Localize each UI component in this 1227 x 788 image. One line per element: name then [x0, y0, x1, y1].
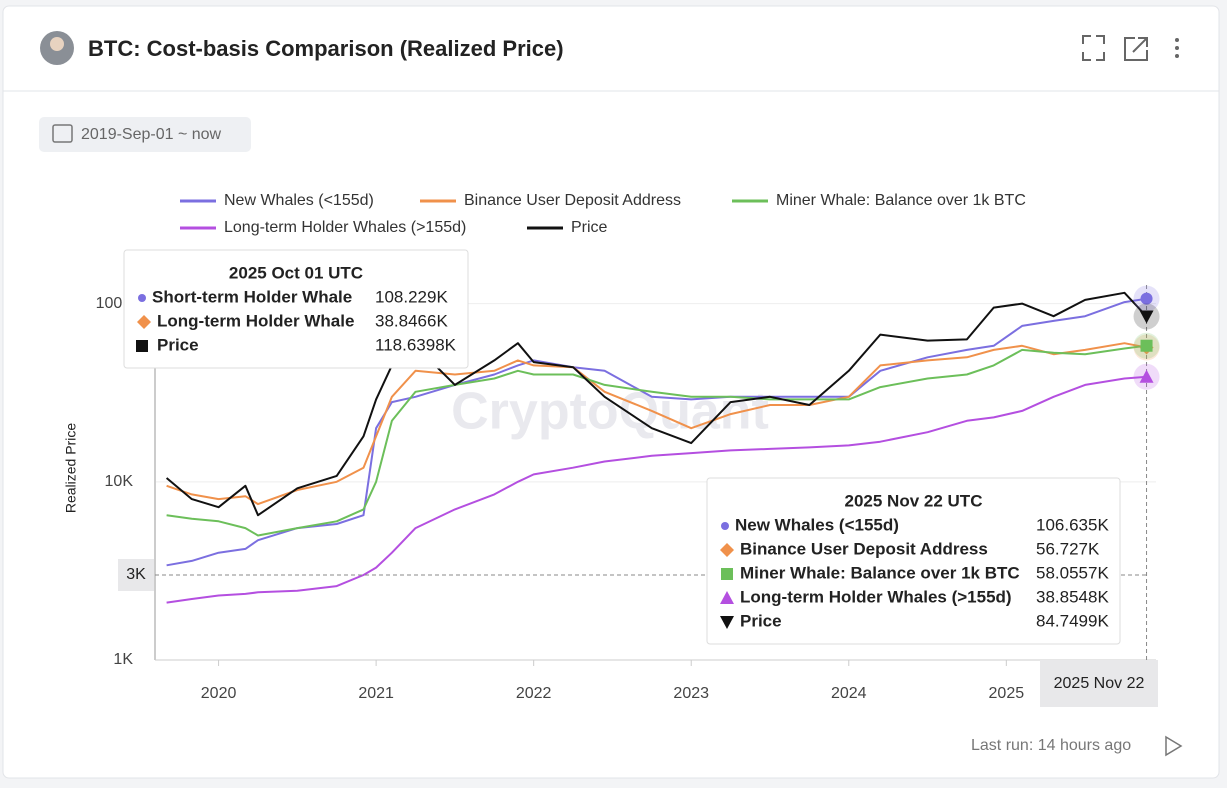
x-tick-label: 2025 [989, 685, 1025, 702]
x-tick-label: 2020 [201, 685, 237, 702]
title: BTC: Cost-basis Comparison (Realized Pri… [88, 36, 564, 61]
y-tick-label: 10K [105, 473, 134, 490]
header-icons[interactable] [1082, 35, 1148, 61]
tooltip-marker [720, 543, 734, 557]
tooltip-title: 2025 Oct 01 UTC [229, 263, 363, 282]
series-line [166, 375, 1147, 604]
tooltip-box [706, 477, 1121, 645]
crosshair-y-label: 3K [126, 566, 146, 583]
x-tick-label: 2024 [831, 685, 867, 702]
tooltip-name: New Whales (<155d) [735, 515, 899, 534]
watermark: CryptoQuant [451, 383, 769, 441]
end-marker [1139, 369, 1154, 383]
tooltip-value: 38.8548K [1036, 587, 1109, 606]
date-range[interactable]: 2019-Sep-01 ~ now [81, 126, 222, 143]
tooltip-name: Short-term Holder Whale [152, 287, 352, 306]
run-icon[interactable] [1165, 735, 1183, 757]
tooltip-marker [721, 522, 729, 530]
crosshair-y-box [118, 558, 154, 591]
series-line [165, 291, 1148, 517]
fullscreen-icon[interactable] [1082, 35, 1105, 61]
legend-label[interactable]: Price [571, 219, 608, 236]
last-run: Last run: 14 hours ago [971, 737, 1131, 754]
x-tick-label: 2023 [673, 685, 709, 702]
y-axis-label: Realized Price [63, 423, 79, 513]
tooltip-marker [720, 616, 734, 629]
tooltip-value: 118.6398K [375, 335, 457, 354]
crosshair-x-label: 2025 Nov 22 [1054, 675, 1145, 692]
calendar-icon [52, 124, 73, 143]
tooltip-name: Price [157, 335, 199, 354]
tooltip-value: 56.727K [1036, 539, 1100, 558]
tooltip-marker [138, 294, 146, 302]
x-tick-label: 2021 [358, 685, 394, 702]
tooltip-name: Long-term Holder Whales (>155d) [740, 587, 1012, 606]
tooltip-value: 108.229K [375, 287, 448, 306]
tooltip-marker [720, 591, 734, 604]
more-icon[interactable] [1175, 38, 1179, 58]
tooltip-value: 106.635K [1036, 515, 1109, 534]
tooltip-name: Long-term Holder Whale [157, 311, 354, 330]
date-chip[interactable] [39, 117, 251, 152]
legend-label[interactable]: Long-term Holder Whales (>155d) [224, 219, 466, 236]
tooltip-marker [137, 315, 151, 329]
tooltip-box [123, 249, 469, 369]
y-tick-label: 1K [113, 651, 133, 668]
tooltip-value: 58.0557K [1036, 563, 1109, 582]
end-marker [1140, 292, 1153, 305]
crosshair-x-box [1040, 660, 1158, 707]
tooltip-title: 2025 Nov 22 UTC [845, 491, 983, 510]
tooltip-name: Miner Whale: Balance over 1k BTC [740, 563, 1020, 582]
legend-label[interactable]: Binance User Deposit Address [464, 192, 681, 209]
avatar-face [50, 37, 64, 51]
open-icon[interactable] [1124, 37, 1148, 61]
end-marker [1140, 339, 1153, 352]
legend-label[interactable]: New Whales (<155d) [224, 192, 374, 209]
series-line [166, 344, 1147, 537]
tooltip-value: 38.8466K [375, 311, 448, 330]
x-tick-label: 2022 [516, 685, 552, 702]
tooltip-value: 84.7499K [1036, 611, 1109, 630]
tooltip-name: Binance User Deposit Address [740, 539, 988, 558]
legend-label[interactable]: Miner Whale: Balance over 1k BTC [776, 192, 1026, 209]
tooltip-marker [136, 340, 148, 352]
tooltip-marker [721, 568, 733, 580]
tooltip-name: Price [740, 611, 782, 630]
end-marker [1139, 310, 1154, 324]
